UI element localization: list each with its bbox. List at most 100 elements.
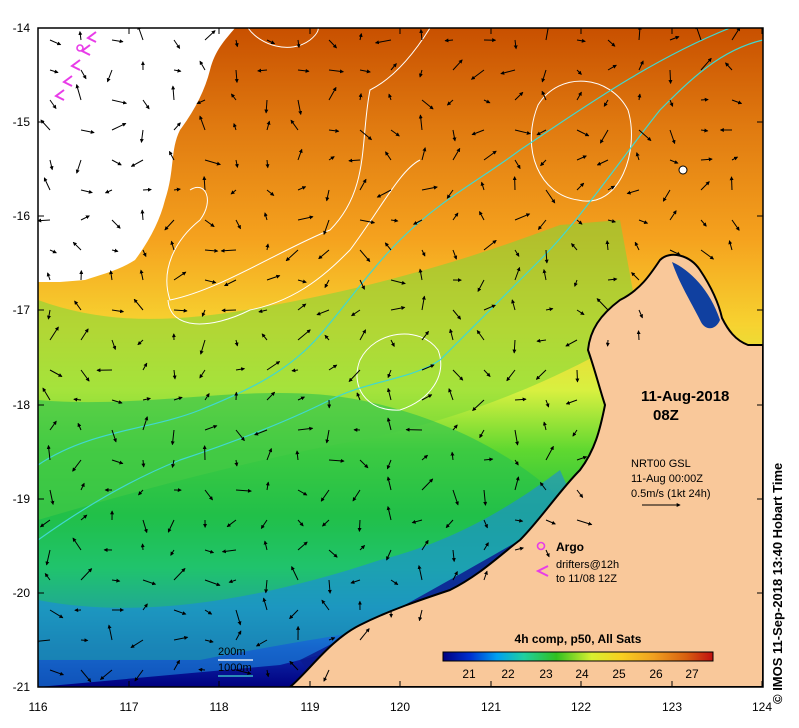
current-vector [390,306,406,311]
current-vector [536,338,547,343]
current-vector [233,122,237,131]
current-vector [230,93,237,101]
current-vector [638,219,649,224]
current-vector [111,459,124,465]
current-vector [45,549,51,566]
current-vector [235,488,252,493]
current-vector [542,269,547,281]
contour-legend-1000m: 1000m [218,662,252,674]
current-vector [49,249,57,254]
current-vector [297,426,314,431]
current-vector [235,429,245,442]
current-vector [265,159,270,169]
current-vector [323,669,330,682]
lon-tick: 121 [481,700,501,714]
colorbar-tick: 25 [612,667,626,681]
drifter-icon [535,565,549,577]
current-vector [356,392,361,401]
map-time: 08Z [653,407,679,424]
current-vector [171,85,176,101]
current-vector [235,669,252,675]
current-vector [142,249,147,258]
current-vector [297,541,308,551]
current-vector [297,186,307,191]
current-vector [479,429,485,439]
current-vector [99,669,113,680]
drifter-label-2: to 11/08 12Z [556,573,617,585]
current-vector [638,129,652,142]
current-vector [669,35,680,41]
current-vector [638,309,643,319]
current-vector [452,212,459,221]
current-vector [483,489,488,506]
current-vector [204,549,215,554]
colorbar-tick: 21 [462,667,476,681]
isobath-200m [166,28,632,411]
current-vector [605,240,610,251]
current-vector [297,329,311,341]
current-vector [545,28,551,41]
drifter-label-1: drifters@12h [556,559,619,571]
current-vector [626,189,640,195]
current-vector [104,189,113,194]
current-vector [204,393,210,401]
current-vector [261,333,268,341]
current-vector [325,189,330,202]
current-vector [170,429,175,446]
current-vector [669,249,681,256]
current-vector [204,30,216,41]
current-vector [446,189,454,199]
current-vector [173,39,181,49]
current-vector [411,519,423,524]
current-vector [204,609,213,615]
current-vector [47,309,51,320]
current-vector [421,539,429,551]
current-vector [234,159,239,169]
current-vector [204,579,221,587]
current-vector [316,309,330,316]
current-vector [539,481,547,491]
current-time: 11-Aug 00:00Z [631,473,703,485]
current-vector [266,189,275,196]
current-vector [545,189,556,204]
current-vector [226,519,237,528]
lat-tick: -16 [13,209,31,223]
current-vector [542,421,547,431]
current-vector [571,243,578,251]
current-vector [514,397,527,402]
current-vector [359,178,367,191]
current-vector [109,270,114,281]
current-vector [545,549,550,558]
current-vector [452,489,459,506]
current-vector [297,396,306,401]
current-vector [565,399,578,405]
current-vector [700,57,712,71]
current-vector [111,159,122,166]
current-vector [668,69,673,85]
lon-tick: 123 [662,700,682,714]
current-vector [140,209,145,221]
current-vector [418,69,423,78]
current-vector [483,369,491,377]
current-vector [350,579,361,584]
current-vector [38,218,51,223]
current-vector [173,609,187,615]
contour-legend-200m: 200m [218,646,246,658]
current-vector [254,429,268,436]
current-vector [357,519,362,532]
current-vector [514,518,524,523]
current-vector [80,482,85,491]
current-vector [328,458,345,463]
current-vector [450,451,455,461]
current-vector [322,519,330,527]
current-vector [80,328,89,341]
current-vector [265,481,270,491]
current-vector [351,309,361,317]
current-vector [634,241,640,251]
current-vector [452,249,458,260]
current-vector [137,339,144,346]
current-vector [576,219,583,225]
lat-tick: -20 [13,586,31,600]
current-vector [74,300,82,311]
